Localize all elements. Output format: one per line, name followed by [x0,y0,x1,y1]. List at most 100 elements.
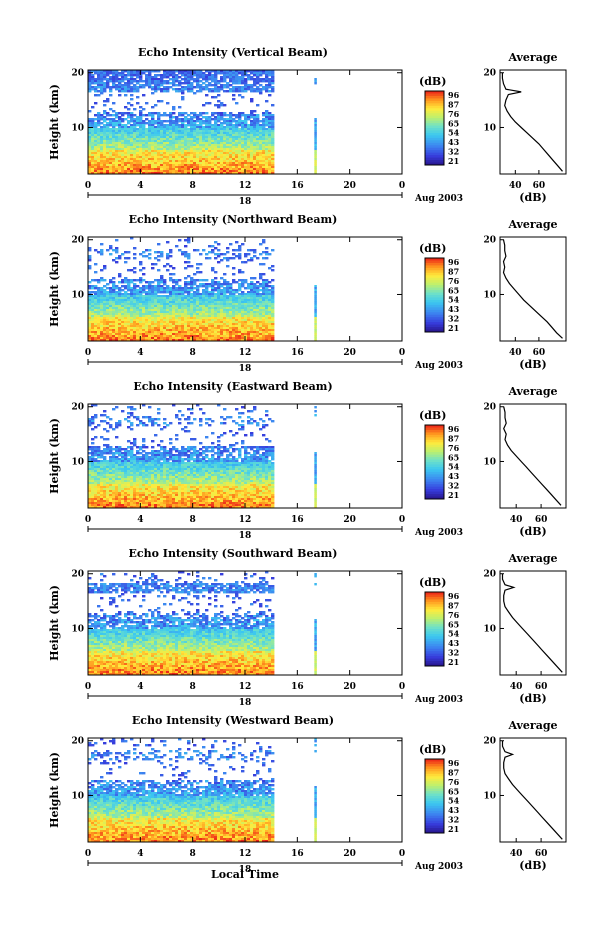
colorbar-tick-label: 76 [448,777,460,787]
avg-title: Average [507,552,557,565]
beam-panel-1: Echo Intensity (Northward Beam) 20 10 Heigh… [48,213,567,374]
colorbar-tick-label: 65 [448,619,459,629]
avg-x-tick-label: 60 [535,682,548,692]
x-tick-label: 4 [137,849,143,859]
colorbar-tick-label: 96 [448,424,460,434]
heatmap-cells [88,70,317,175]
y-axis-label: Height (km) [48,84,61,160]
x-tick-label: 4 [137,682,143,692]
colorbar-tick-label: 43 [448,805,460,815]
x-tick-label: 0 [85,348,91,358]
x-tick-label: 8 [190,515,196,525]
average-profile-line [501,740,563,840]
y-tick-label: 20 [71,737,84,747]
avg-x-tick-label: 40 [509,348,522,358]
colorbar-tick-label: 96 [448,758,460,768]
colorbar-tick-label: 54 [448,295,460,305]
x-tick-label: 0 [399,515,405,525]
avg-y-tick-label: 20 [483,236,496,246]
colorbar-tick-label: 43 [448,638,460,648]
avg-frame [499,737,567,843]
x-tick-label: 0 [85,515,91,525]
x-tick-label: 12 [239,181,252,191]
x-tick-label: 12 [239,348,252,358]
beam-panel-4: Echo Intensity (Westward Beam) 20 10 Height… [48,714,567,875]
panel-title: Echo Intensity (Southward Beam) [129,547,338,560]
avg-frame [499,236,567,342]
colorbar-tick-label: 21 [448,323,459,333]
date-label: Aug 2003 [414,862,463,872]
colorbar-frame [424,257,445,333]
colorbar-tick-label: 65 [448,452,459,462]
avg-x-tick-label: 40 [510,849,523,859]
colorbar [425,258,444,333]
colorbar-tick-label: 21 [448,824,459,834]
colorbar-tick-label: 76 [448,610,460,620]
avg-x-tick-label: 40 [509,181,522,191]
y-axis-label: Height (km) [48,752,61,828]
colorbar-tick-label: 43 [448,304,460,314]
colorbar-frame [424,424,445,500]
avg-title: Average [507,719,557,732]
x-tick-label: 12 [239,682,252,692]
avg-x-tick-label: 60 [535,515,548,525]
x-tick-label: 20 [343,181,356,191]
colorbar [425,425,444,500]
colorbar-tick-label: 54 [448,796,460,806]
y-tick-label: 10 [71,290,84,300]
panel-title: Echo Intensity (Northward Beam) [129,213,338,226]
colorbar-tick-label: 54 [448,462,460,472]
beam-panel-0: Echo Intensity (Vertical Beam) 20 10 Height… [48,46,567,207]
colorbar-tick-label: 21 [448,156,459,166]
avg-frame [499,570,567,676]
colorbar-frame [424,90,445,166]
day-label: 18 [239,364,252,374]
day-label: 18 [239,531,252,541]
x-tick-label: 12 [239,515,252,525]
avg-x-axis-label: (dB) [519,358,546,371]
y-tick-label: 10 [71,457,84,467]
avg-title: Average [507,218,557,231]
avg-x-axis-label: (dB) [519,191,546,204]
x-tick-label: 16 [291,682,304,692]
avg-y-tick-label: 10 [483,290,496,300]
panel-title: Echo Intensity (Westward Beam) [132,714,334,727]
colorbar-tick-label: 32 [448,314,459,324]
colorbar-tick-label: 96 [448,591,460,601]
colorbar-tick-label: 87 [448,600,459,610]
avg-x-tick-label: 40 [510,515,523,525]
beam-panel-2: Echo Intensity (Eastward Beam) 20 10 Height… [48,380,567,541]
colorbar-tick-label: 21 [448,657,459,667]
colorbar-tick-label: 21 [448,490,459,500]
x-tick-label: 0 [85,181,91,191]
colorbar-tick-label: 65 [448,285,459,295]
colorbar-tick-label: 96 [448,257,460,267]
colorbar-frame [424,591,445,667]
average-profile-line [501,72,563,172]
y-tick-label: 10 [71,791,84,801]
colorbar-tick-label: 76 [448,443,460,453]
y-tick-label: 10 [71,123,84,133]
x-tick-label: 16 [291,181,304,191]
x-tick-label: 8 [190,348,196,358]
x-axis-label: Local Time [211,868,279,881]
y-tick-label: 20 [71,403,84,413]
colorbar-tick-label: 32 [448,815,459,825]
colorbar-tick-label: 87 [448,99,459,109]
heatmap-cells [88,738,317,843]
x-tick-label: 4 [137,181,143,191]
colorbar-tick-label: 43 [448,137,460,147]
avg-x-tick-label: 60 [533,348,546,358]
avg-x-axis-label: (dB) [519,859,546,872]
x-tick-label: 16 [291,849,304,859]
x-tick-label: 12 [239,849,252,859]
x-tick-label: 0 [399,849,405,859]
avg-x-axis-label: (dB) [519,525,546,538]
average-profile-line [501,573,563,673]
x-tick-label: 4 [137,348,143,358]
y-tick-label: 10 [71,624,84,634]
avg-y-tick-label: 20 [483,403,496,413]
date-label: Aug 2003 [414,528,463,538]
avg-y-tick-label: 10 [483,123,496,133]
